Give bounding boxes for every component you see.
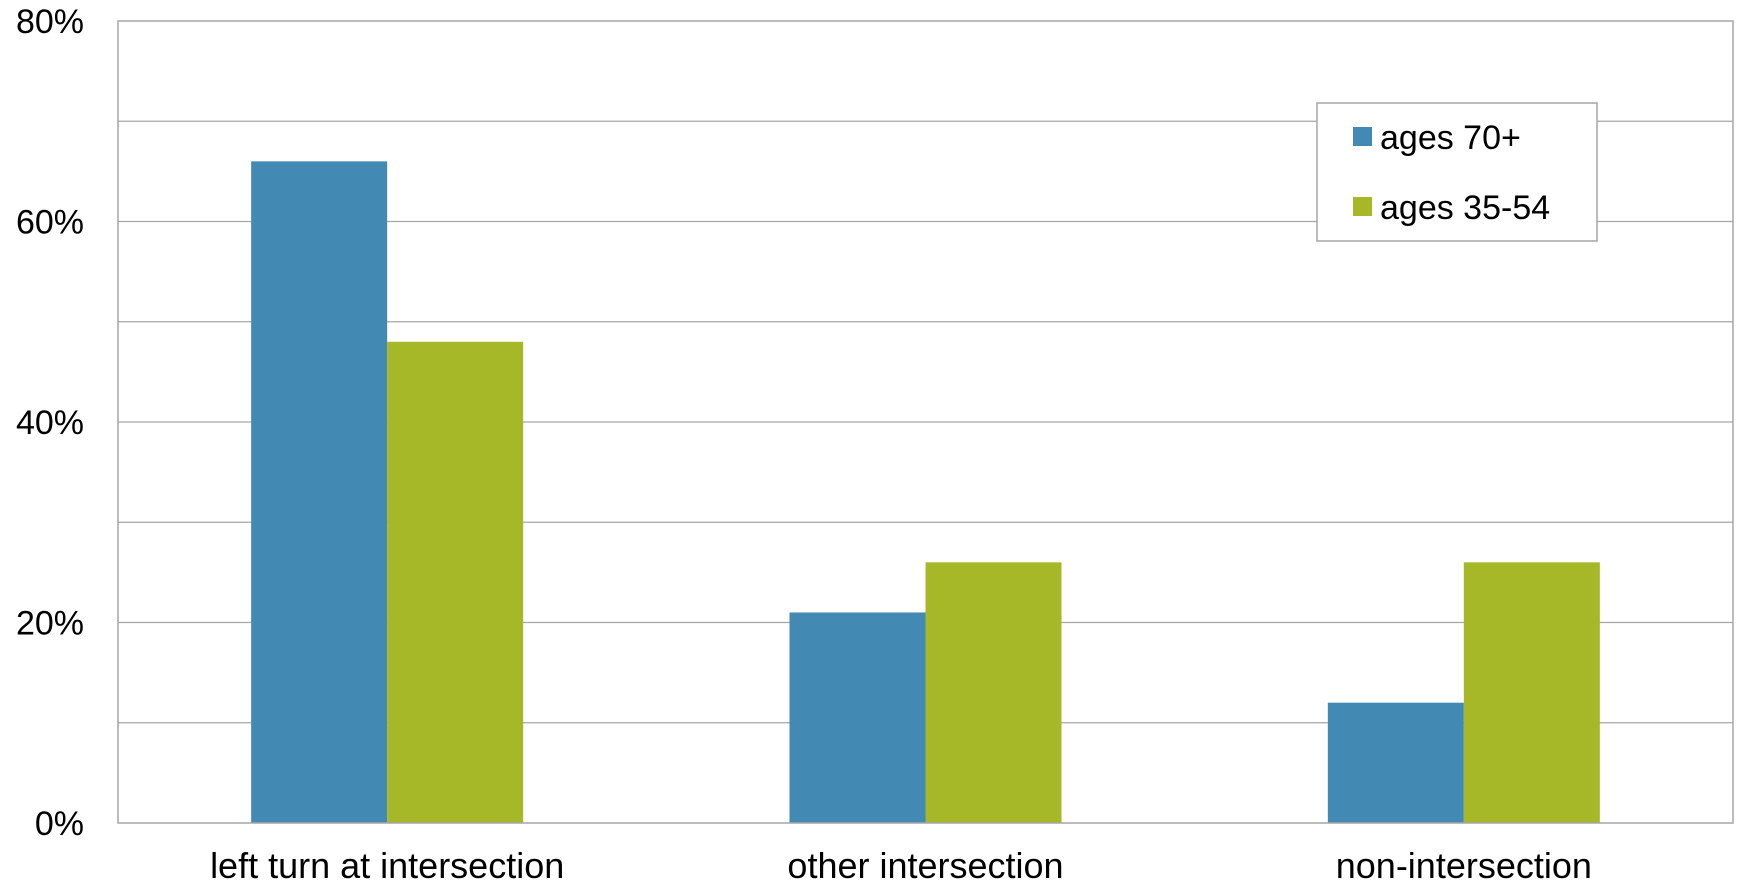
- legend-swatch: [1353, 127, 1372, 146]
- y-tick-label: 20%: [16, 605, 84, 643]
- bars: [251, 161, 1600, 824]
- x-tick-label: non-intersection: [1336, 845, 1592, 885]
- x-tick-label: left turn at intersection: [210, 845, 564, 885]
- legend-label: ages 70+: [1380, 119, 1521, 157]
- y-tick-label: 40%: [16, 404, 84, 442]
- bar-series-1: [789, 612, 926, 823]
- bar-series-2: [925, 562, 1062, 823]
- y-axis-ticks: 0% 20% 40% 60% 80%: [16, 3, 84, 843]
- plot-frame: [117, 20, 1734, 824]
- x-axis-ticks: left turn at intersection other intersect…: [210, 845, 1592, 886]
- legend-label: ages 35-54: [1380, 189, 1550, 227]
- y-tick-label: 60%: [16, 204, 84, 242]
- legend-swatch: [1353, 197, 1372, 216]
- legend: ages 70+ ages 35-54: [1316, 102, 1598, 242]
- bar-series-2: [1463, 562, 1600, 823]
- bar-series-2: [387, 341, 524, 823]
- y-tick-label: 0%: [35, 805, 84, 843]
- y-tick-label: 80%: [16, 3, 84, 41]
- bar-series-1: [1327, 702, 1464, 823]
- legend-box: [1316, 102, 1598, 242]
- bar-series-1: [251, 161, 388, 824]
- x-tick-label: other intersection: [787, 845, 1063, 885]
